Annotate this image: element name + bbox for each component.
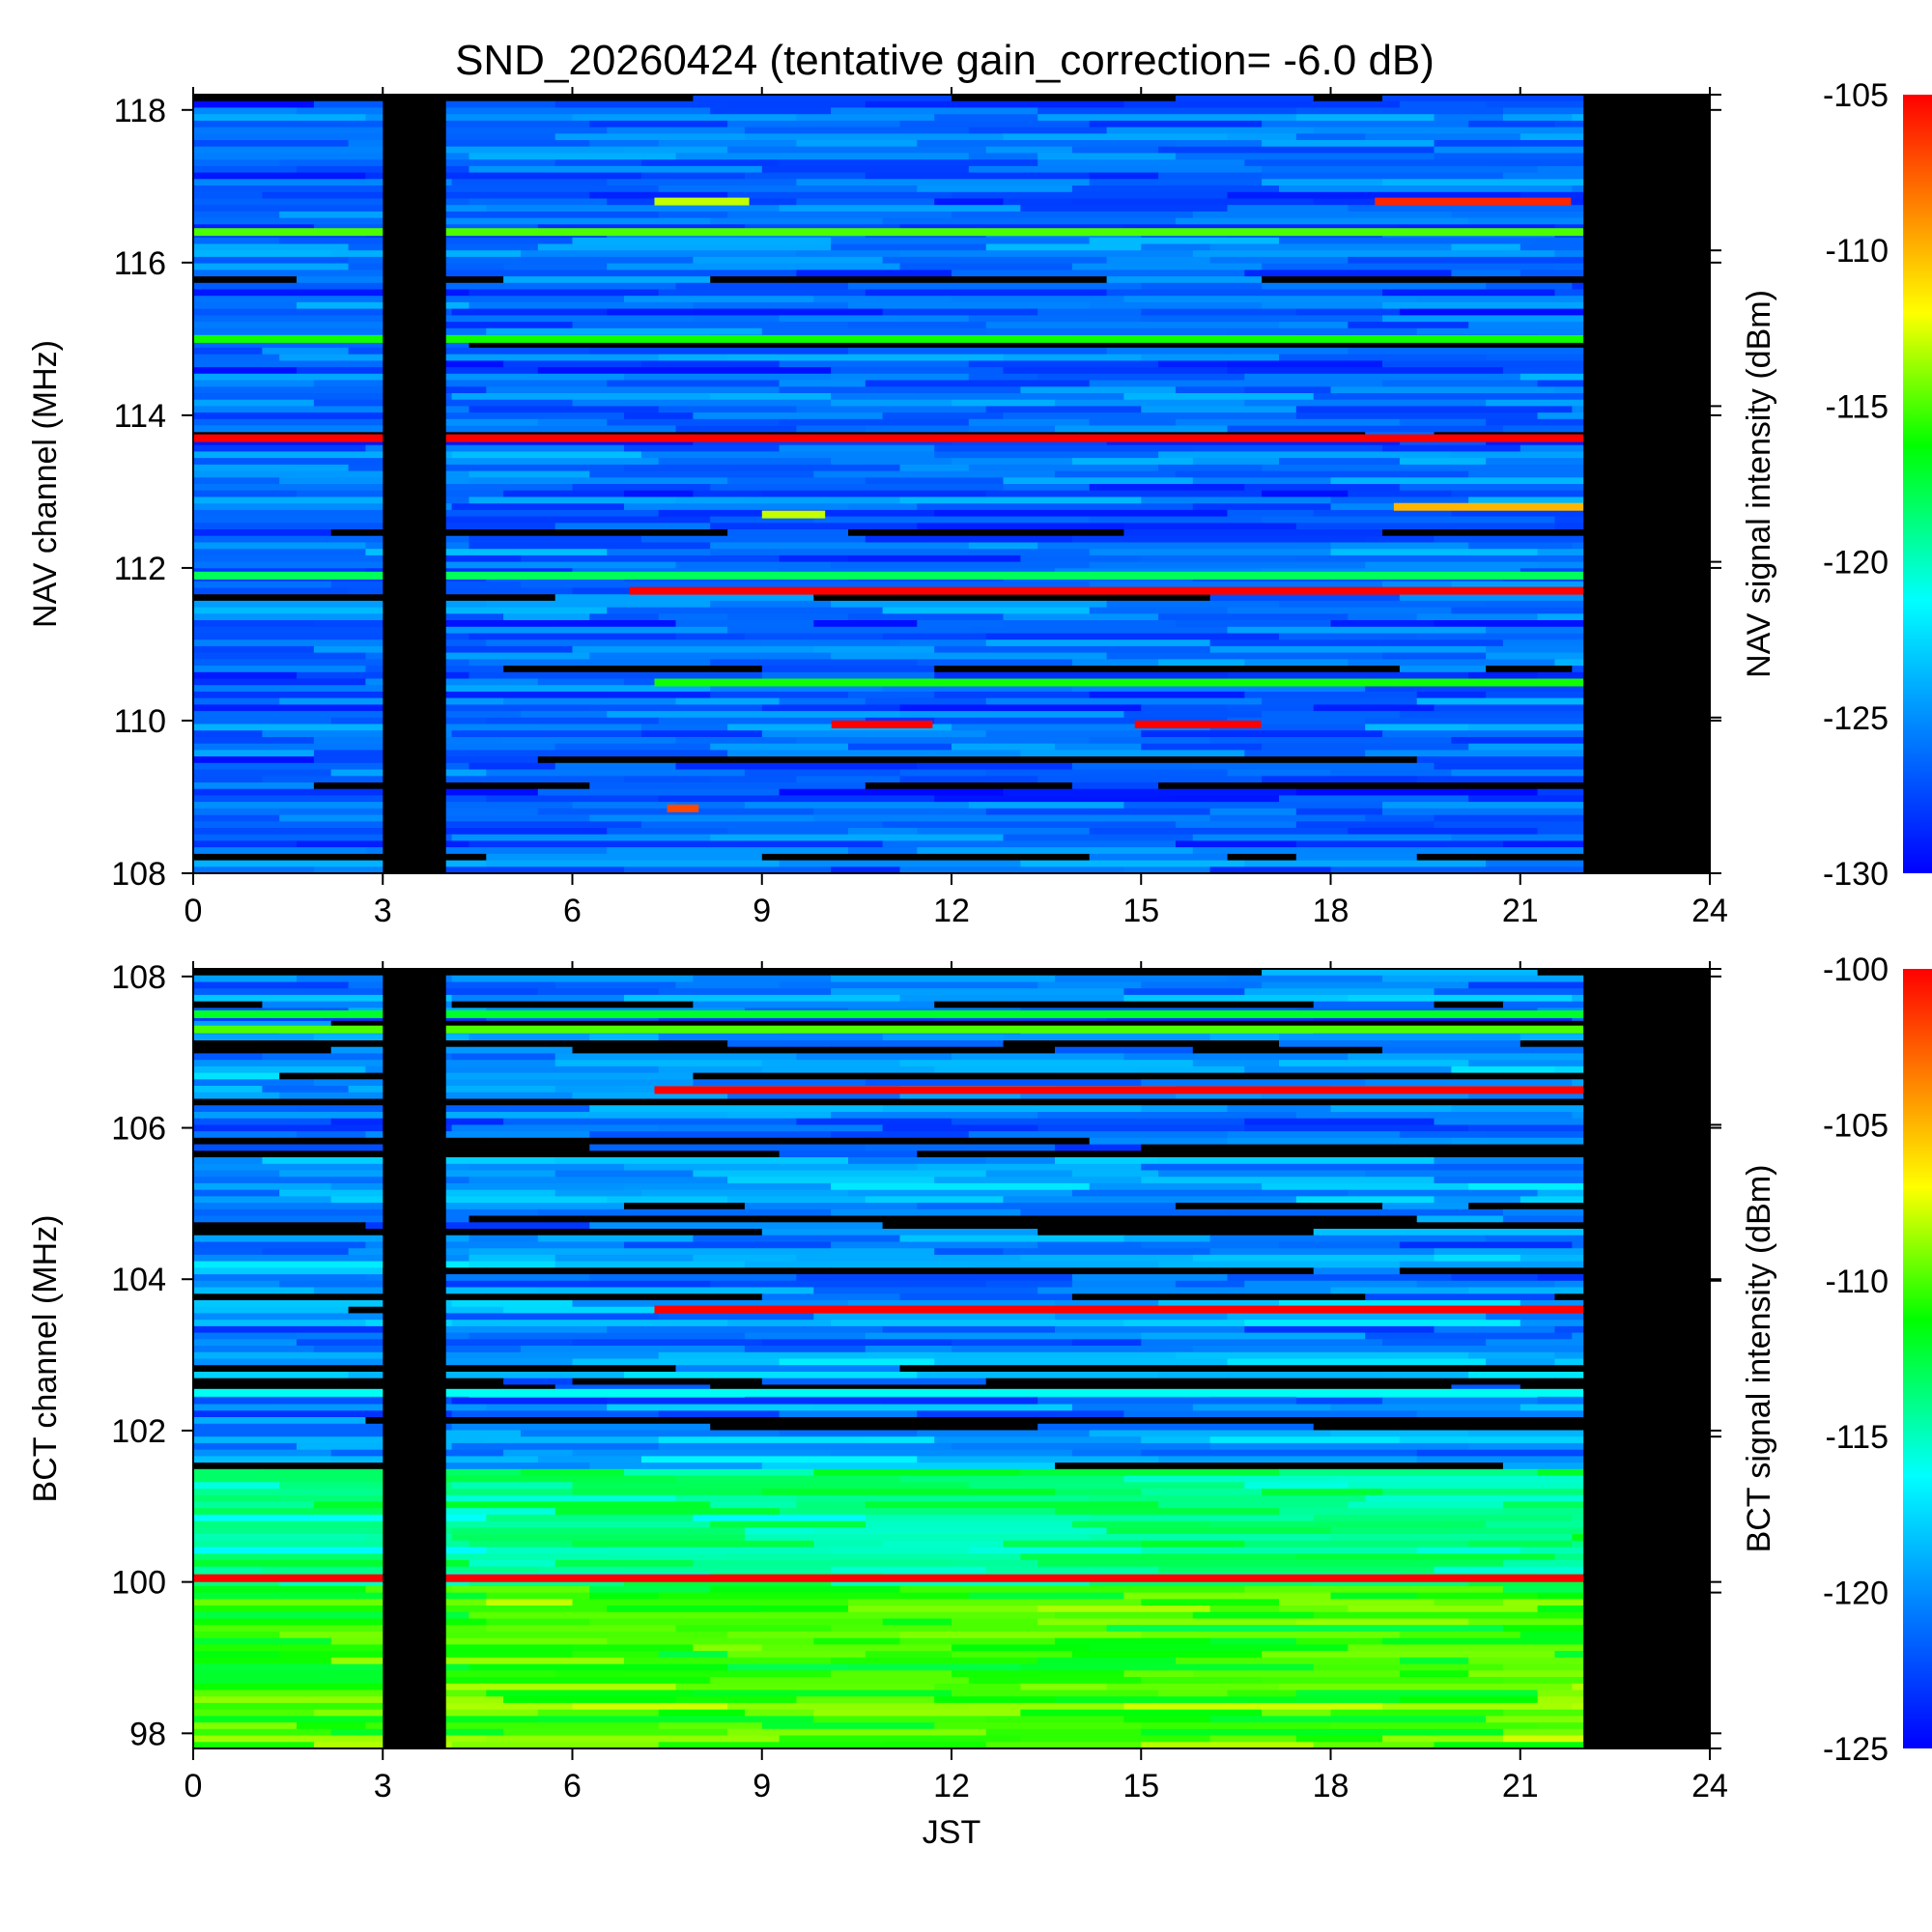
strong-channel-band [831, 720, 933, 728]
x-tick-label: 21 [1502, 893, 1539, 929]
strong-channel-band [1393, 502, 1584, 511]
x-tick-label: 3 [374, 1768, 392, 1804]
x-tick-label: 15 [1122, 1768, 1159, 1804]
strong-channel-band [193, 334, 1584, 343]
colorbar [1903, 95, 1932, 873]
x-tick-label: 24 [1691, 893, 1728, 929]
strong-channel-band [193, 434, 1584, 442]
x-tick-label: 9 [753, 893, 771, 929]
y-tick-label: 116 [114, 245, 166, 282]
y-tick-label: 108 [111, 959, 166, 996]
strong-channel-band [193, 571, 1584, 580]
y-tick-label: 102 [111, 1413, 166, 1450]
x-tick-label: 24 [1691, 1768, 1728, 1804]
colorbar-tick-label: -120 [1823, 1576, 1889, 1612]
colorbar-tick-label: -115 [1825, 1419, 1889, 1456]
x-tick-label: 12 [933, 1768, 970, 1804]
strong-channel-band [654, 1305, 1584, 1314]
chart-title: SND_20260424 (tentative gain_correction=… [455, 37, 1435, 84]
x-tick-label: 6 [563, 1768, 582, 1804]
y-tick-label: 98 [129, 1716, 166, 1752]
y-tick-label: 112 [114, 551, 166, 587]
colorbar-tick-label: -115 [1825, 388, 1889, 425]
colorbar-tick-label: -100 [1823, 952, 1889, 988]
bct-panel: 0 3 6 9 12 15 18 21 24 98 100 102 104 106 108 BCT chann… [27, 952, 1932, 1851]
colorbar-tick-label: -120 [1823, 545, 1889, 582]
x-tick-label: 18 [1313, 893, 1350, 929]
y-tick-label: 106 [111, 1111, 166, 1148]
strong-channel-band [1134, 720, 1262, 728]
strong-channel-band [193, 1388, 1584, 1397]
y-tick-label: 118 [114, 93, 166, 129]
x-tick-label: 12 [933, 893, 970, 929]
y-tick-label: 114 [114, 398, 166, 435]
x-tick-label: 21 [1502, 1768, 1539, 1804]
x-tick-label: 6 [563, 893, 582, 929]
y-tick-label: 104 [111, 1262, 166, 1298]
strong-channel-band [761, 510, 826, 519]
strong-channel-band [654, 678, 1584, 687]
colorbar-tick-label: -125 [1823, 1731, 1889, 1768]
strong-channel-band [193, 1574, 1584, 1582]
colorbar-label: BCT signal intensity (dBm) [1741, 1165, 1777, 1553]
strong-channel-group [193, 197, 1584, 812]
strong-channel-band [654, 197, 750, 206]
colorbar-tick-label: -105 [1823, 1107, 1889, 1144]
data-gap [383, 969, 446, 1748]
y-axis-label: NAV channel (MHz) [27, 340, 64, 628]
x-tick-label: 9 [753, 1768, 771, 1804]
strong-channel-band [193, 228, 1584, 237]
x-tick-label: 18 [1313, 1768, 1350, 1804]
strong-channel-band [629, 586, 1584, 595]
y-axis-label: BCT channel (MHz) [27, 1215, 64, 1503]
data-gap [383, 95, 446, 873]
strong-channel-band [193, 1010, 1584, 1018]
strong-channel-band [193, 1025, 1584, 1034]
strong-channel-band [1375, 197, 1572, 206]
colorbar-tick-label: -105 [1823, 77, 1889, 114]
strong-channel-band [654, 1086, 1584, 1094]
strong-channel-group [193, 1010, 1584, 1582]
data-gap [1583, 969, 1710, 1748]
colorbar-tick-label: -130 [1823, 856, 1889, 893]
colorbar-tick-label: -125 [1823, 700, 1889, 737]
colorbar-tick-label: -110 [1825, 1264, 1889, 1300]
y-tick-label: 108 [111, 856, 166, 893]
x-axis-label: JST [923, 1814, 980, 1851]
colorbar-label: NAV signal intensity (dBm) [1741, 290, 1777, 678]
x-tick-label: 15 [1122, 893, 1159, 929]
colorbar [1903, 969, 1932, 1748]
nav-panel: 0 3 6 9 12 15 18 21 24 108 110 112 114 116 118 NAV chan… [27, 77, 1932, 929]
x-tick-label: 3 [374, 893, 392, 929]
strong-channel-band [667, 804, 699, 812]
data-gap [1583, 95, 1710, 873]
x-tick-label: 0 [185, 1768, 203, 1804]
y-tick-label: 100 [111, 1565, 166, 1602]
colorbar-tick-label: -110 [1825, 233, 1889, 270]
y-tick-label: 110 [114, 703, 166, 740]
x-tick-label: 0 [185, 893, 203, 929]
